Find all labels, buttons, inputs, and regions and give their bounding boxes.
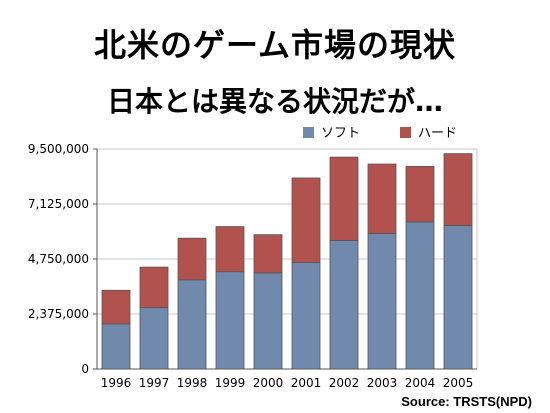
legend-soft-label: ソフト — [321, 126, 360, 141]
bar-soft — [215, 271, 245, 370]
x-tick-label: 2000 — [253, 376, 284, 390]
bar-hard — [443, 153, 473, 226]
bar-hard — [177, 237, 207, 281]
slide-subtitle: 日本とは異なる状況だが… — [106, 85, 443, 118]
bar-hard — [291, 177, 321, 263]
bar-soft — [177, 279, 207, 370]
bar-soft — [367, 233, 397, 370]
y-tick-label: 9,500,000 — [28, 142, 89, 156]
x-tick-label: 2001 — [291, 376, 322, 390]
bar-soft — [291, 262, 321, 370]
bar-soft — [253, 272, 283, 370]
y-tick-label: 2,375,000 — [28, 307, 89, 321]
bar-soft — [139, 307, 169, 370]
bar-hard — [253, 234, 283, 274]
legend-hard-swatch — [400, 127, 411, 138]
x-tick-label: 1999 — [215, 376, 246, 390]
slide-title: 北米のゲーム市場の現状 — [93, 26, 457, 64]
x-tick-label: 2002 — [329, 376, 360, 390]
x-tick-label: 2003 — [367, 376, 398, 390]
bar-hard — [367, 163, 397, 234]
y-tick-label: 0 — [81, 362, 89, 376]
y-tick-label: 4,750,000 — [28, 252, 89, 266]
x-tick-label: 1998 — [177, 376, 208, 390]
bar-hard — [139, 266, 169, 309]
bar-hard — [329, 156, 359, 241]
bar-soft — [443, 225, 473, 370]
legend-soft-swatch — [303, 127, 314, 138]
legend-hard-label: ハード — [418, 126, 457, 141]
y-tick-label: 7,125,000 — [28, 197, 89, 211]
bar-hard — [215, 226, 245, 273]
bar-soft — [329, 240, 359, 370]
x-tick-label: 2004 — [405, 376, 436, 390]
x-tick-label: 2005 — [443, 376, 474, 390]
bar-hard — [101, 289, 131, 325]
x-tick-label: 1997 — [139, 376, 170, 390]
source-note: Source: TRSTS(NPD) — [401, 394, 532, 409]
bar-soft — [405, 221, 435, 370]
bar-soft — [101, 323, 131, 370]
bar-hard — [405, 165, 435, 223]
x-tick-label: 1996 — [101, 376, 132, 390]
